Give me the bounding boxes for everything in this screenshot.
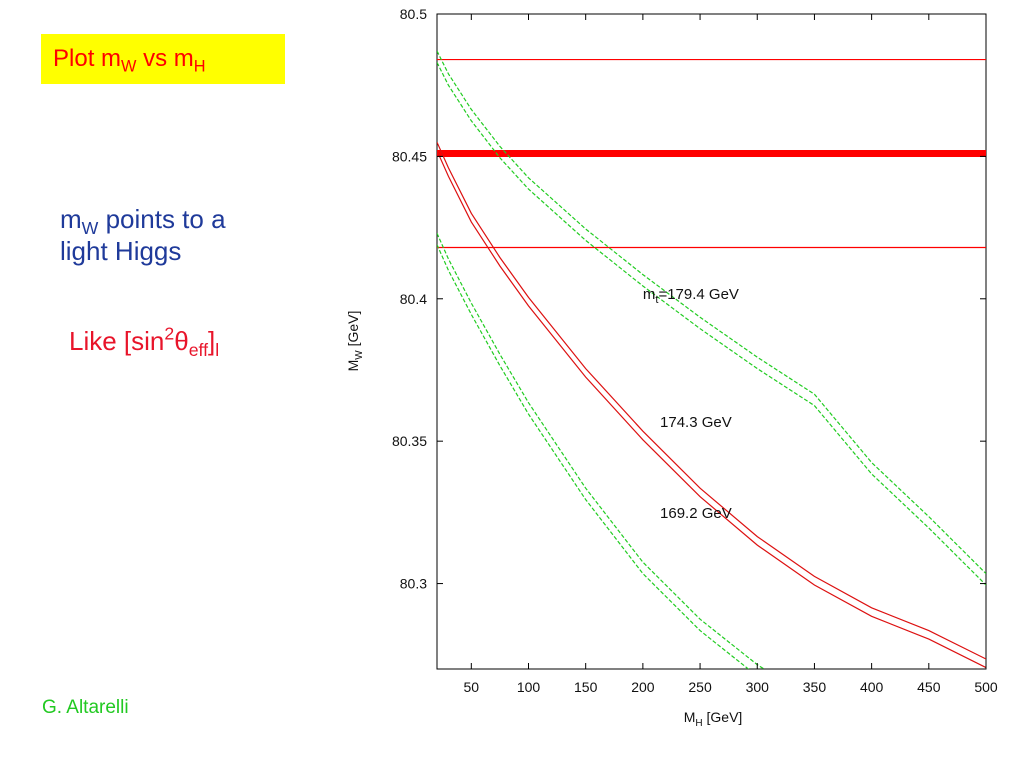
x-tick-label-250: 250 [688, 679, 712, 695]
title-sub-h: H [193, 57, 206, 76]
curve-label-2-value: 169.2 GeV [660, 505, 732, 522]
note-red-theta: θ [174, 326, 189, 356]
note-line-1-text: points to a [98, 204, 226, 234]
curve-label-0-value: =179.4 GeV [658, 286, 738, 303]
x-axis-label-main: M [684, 709, 696, 725]
y-tick-label-80.45: 80.45 [392, 148, 427, 164]
y-tick-label-80.3: 80.3 [400, 576, 427, 592]
note-line-1: mW points to a [60, 203, 300, 239]
curve-label-1-value: 174.3 GeV [660, 414, 732, 431]
plot-area [437, 50, 986, 669]
curve-label-1: 174.3 GeV [660, 414, 732, 431]
curve-label-0-sub: t [655, 294, 658, 306]
curve-label-0: mt=179.4 GeV [643, 286, 739, 306]
x-tick-label-50: 50 [464, 679, 480, 695]
y-axis-label-unit: [GeV] [345, 311, 361, 351]
note-mw-light-higgs: mW points to a light Higgs [60, 203, 300, 267]
x-axis-label-unit: [GeV] [703, 709, 743, 725]
note-line-2: light Higgs [60, 236, 182, 266]
curve-0-upper [437, 50, 986, 575]
note-red-sub-eff: eff [188, 340, 209, 361]
note-line-1-sub: W [81, 218, 99, 239]
x-tick-label-500: 500 [974, 679, 998, 695]
curve-label-0-main: m [643, 286, 656, 303]
curve-1-upper [437, 141, 986, 660]
x-axis-label: MH [GeV] [684, 709, 743, 729]
x-tick-label-150: 150 [574, 679, 598, 695]
note-red-sub-l: l [215, 340, 220, 361]
y-axis-label: MW [GeV] [345, 311, 365, 372]
title-sub-w: W [121, 57, 137, 76]
y-tick-label-80.35: 80.35 [392, 433, 427, 449]
author-credit: G. Altarelli [42, 697, 129, 718]
note-red-sup: 2 [164, 323, 175, 344]
plot-panel: MW [GeV] MH [GeV] mt=179.4 GeV 174.3 GeV 1… [323, 0, 1024, 737]
x-axis-label-sub: H [695, 718, 702, 729]
x-tick-label-450: 450 [917, 679, 941, 695]
note-red-close: ] [208, 326, 216, 356]
y-tick-label-80.4: 80.4 [400, 291, 427, 307]
curve-0-lower [437, 62, 986, 586]
note-red-pre: Like [sin [69, 326, 165, 356]
note-like-sin2theta: Like [sin2θeff]l [69, 323, 220, 361]
note-line-1-m: m [60, 204, 82, 234]
y-tick-label-80.5: 80.5 [400, 6, 427, 22]
x-tick-label-400: 400 [860, 679, 884, 695]
slide-title: Plot mW vs mH [41, 34, 285, 84]
curve-1-lower [437, 150, 986, 669]
curve-label-2: 169.2 GeV [660, 505, 732, 522]
plot-frame [436, 13, 987, 670]
y-axis-label-sub: W [354, 350, 365, 360]
x-tick-label-200: 200 [631, 679, 655, 695]
curve-2-lower [437, 244, 750, 669]
x-tick-label-350: 350 [803, 679, 827, 695]
curve-2-upper [437, 233, 766, 669]
x-tick-label-300: 300 [746, 679, 770, 695]
x-tick-label-100: 100 [517, 679, 541, 695]
title-m: Plot m [53, 45, 122, 72]
y-axis-label-main: M [345, 360, 361, 372]
title-vs: vs m [136, 45, 194, 72]
